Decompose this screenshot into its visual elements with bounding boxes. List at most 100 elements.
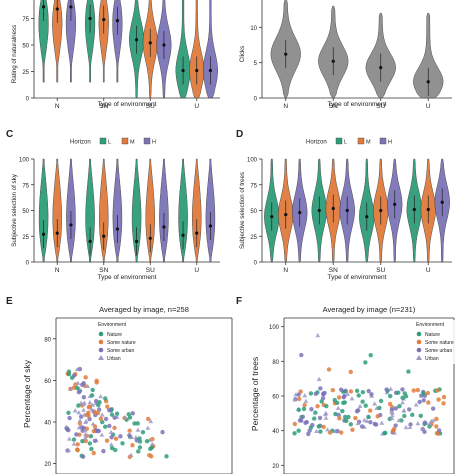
scatter-point xyxy=(80,382,85,388)
x-tick-label: U xyxy=(426,267,431,274)
scatter-point xyxy=(78,400,84,405)
legend-label: M xyxy=(130,140,135,146)
median-point xyxy=(379,66,383,70)
scatter-point xyxy=(75,385,80,391)
legend-label: M xyxy=(366,140,371,146)
y-tick-label: 20 xyxy=(44,462,51,468)
y-tick-label: 40 xyxy=(44,421,51,427)
scatter-point xyxy=(140,430,146,435)
scatter-point xyxy=(372,421,378,427)
scatter-point xyxy=(441,394,447,400)
x-tick-label: N xyxy=(283,267,288,274)
scatter-point xyxy=(89,406,95,412)
scatter-points xyxy=(63,366,169,460)
y-tick-label: 80 xyxy=(272,360,279,366)
violin xyxy=(192,158,202,263)
scatter-point xyxy=(434,416,439,422)
scatter-point xyxy=(354,388,360,394)
scatter-point xyxy=(105,404,110,409)
scatter-point xyxy=(387,401,393,407)
scatter-point xyxy=(128,452,134,457)
scatter-point xyxy=(420,426,425,431)
scatter-point xyxy=(350,427,355,433)
x-tick-label: N xyxy=(283,103,288,110)
scatter-point xyxy=(348,389,354,394)
scatter-point xyxy=(85,383,91,389)
scatter-point xyxy=(113,436,119,441)
scatter-point xyxy=(421,391,426,396)
scatter-point xyxy=(132,421,137,426)
scatter-point xyxy=(367,408,373,413)
x-tick-label: N xyxy=(55,103,60,110)
scatter-point xyxy=(103,416,109,422)
scatter-point xyxy=(369,392,374,397)
scatter-point xyxy=(130,443,135,448)
scatter-point xyxy=(324,403,329,409)
scatter-point xyxy=(129,434,135,439)
scatter-point xyxy=(366,388,371,394)
scatter-point xyxy=(91,428,96,434)
scatter-point xyxy=(135,427,141,432)
violin xyxy=(65,0,76,83)
scatter-point xyxy=(66,447,72,453)
scatter-point xyxy=(313,410,318,415)
median-point xyxy=(181,68,185,73)
y-axis-title: Subjective selection of sky xyxy=(11,173,18,246)
scatter-point xyxy=(77,418,83,423)
scatter-point xyxy=(66,427,71,433)
legend-swatch xyxy=(379,137,387,145)
y-tick-label: 10 xyxy=(250,26,257,32)
median-point xyxy=(270,215,274,219)
median-point xyxy=(426,80,430,84)
scatter-point xyxy=(388,386,394,391)
panel-d: D 0 25 50 75 100 Subjective selection of trees… xyxy=(236,129,452,281)
scatter-points xyxy=(292,333,447,437)
scatter-point xyxy=(357,403,363,408)
scatter-point xyxy=(425,390,431,396)
scatter-point xyxy=(408,422,413,427)
scatter-point xyxy=(98,416,104,421)
scatter-point xyxy=(346,414,351,420)
y-tick-label: 75 xyxy=(22,183,29,189)
scatter-point xyxy=(76,403,81,408)
median-point xyxy=(298,210,302,215)
scatter-point xyxy=(89,393,95,398)
y-axis-title: Percentage of sky xyxy=(22,359,32,428)
scatter-point xyxy=(76,410,82,415)
scatter-point xyxy=(86,410,91,415)
median-point xyxy=(331,206,335,211)
scatter-point xyxy=(304,419,309,425)
legend-label: H xyxy=(152,140,156,146)
scatter-point xyxy=(75,447,80,452)
y-tick-label: 0 xyxy=(254,261,258,267)
legend-label: Nature xyxy=(107,332,122,338)
scatter-point xyxy=(292,421,298,427)
scatter-point xyxy=(355,420,361,426)
median-point xyxy=(412,207,416,212)
scatter-point xyxy=(427,424,432,429)
scatter-point xyxy=(309,407,314,412)
median-point xyxy=(115,227,120,231)
scatter-point xyxy=(149,441,155,446)
scatter-point xyxy=(87,400,93,405)
x-axis-title: Type of environment xyxy=(98,274,157,281)
legend-label: Urban xyxy=(107,356,121,362)
panel-f: F 20 40 60 80 100 Percentage of trees Averaged … xyxy=(236,296,460,474)
scatter-point xyxy=(312,416,317,421)
scatter-point xyxy=(109,442,114,447)
scatter-point xyxy=(400,387,405,392)
y-tick-label: 75 xyxy=(22,17,29,23)
scatter-point xyxy=(421,398,426,403)
scatter-point xyxy=(426,400,431,405)
scatter-point xyxy=(66,371,72,377)
scatter-point xyxy=(82,428,88,433)
scatter-point xyxy=(435,388,440,393)
legend: Horizon L M H xyxy=(306,137,392,146)
median-point xyxy=(88,239,92,243)
y-tick-label: 80 xyxy=(44,337,51,343)
x-tick-label: SN xyxy=(99,103,108,110)
scatter-point xyxy=(310,422,315,428)
scatter-point xyxy=(441,401,446,406)
median-point xyxy=(317,208,321,213)
